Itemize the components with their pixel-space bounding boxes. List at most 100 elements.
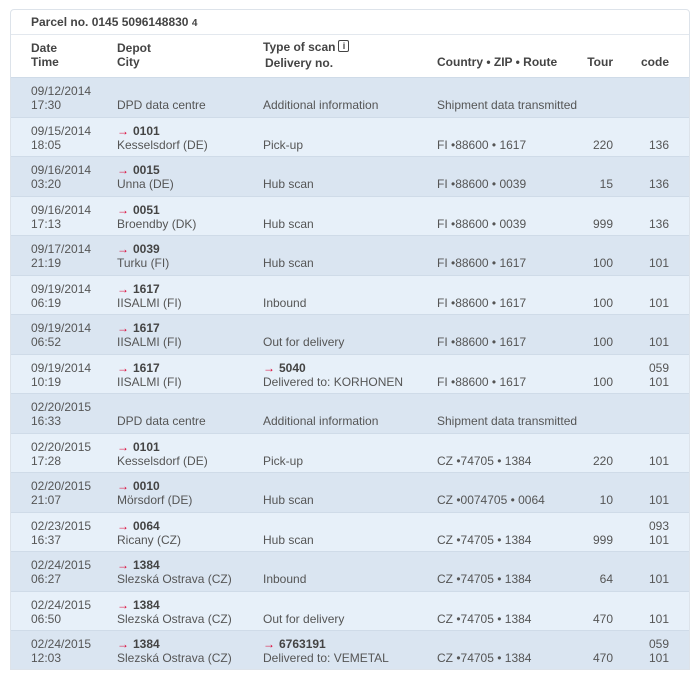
depot-city: Turku (FI)	[117, 256, 170, 270]
scan-date: 09/19/2014	[31, 281, 92, 296]
scan-time: 17:28	[31, 453, 62, 468]
scan-date: 09/12/2014	[31, 84, 92, 98]
country-zip-route: FI •88600 • 1617	[437, 137, 527, 152]
depot-city: DPD data centre	[117, 98, 206, 112]
info-icon[interactable]: i	[338, 40, 350, 52]
country-zip-route: CZ •74705 • 1384	[437, 651, 532, 665]
arrow-right-icon: →	[263, 637, 275, 651]
tour: 470	[592, 611, 613, 626]
depot-link[interactable]: 0064	[133, 518, 160, 533]
depot-link[interactable]: 1384	[133, 637, 160, 651]
code: 136	[648, 216, 669, 231]
code: 101	[648, 532, 669, 547]
table-row: 09/19/2014 06:19 → 1617 IISALMI (FI) Inbound F…	[11, 274, 689, 314]
scan-date: 09/19/2014	[31, 321, 92, 335]
scan-date: 02/20/2015	[31, 439, 92, 454]
scan-date: 02/24/2015	[31, 597, 92, 612]
parcel-tracking-table: Parcel no. 0145 5096148830 4 Date Time D…	[10, 9, 690, 670]
depot-link[interactable]: 1384	[133, 597, 160, 612]
scan-date: 09/16/2014	[31, 163, 92, 177]
depot-link[interactable]: 0101	[133, 439, 160, 454]
table-row: 02/20/2015 21:07 → 0010 Mörsdorf (DE) Hub sca…	[11, 472, 689, 512]
code: 101	[648, 256, 669, 270]
country-zip-route: FI •88600 • 1617	[437, 374, 527, 389]
code-primary: 059	[648, 637, 669, 651]
header-time: Time	[31, 55, 59, 69]
depot-link[interactable]: 0101	[133, 123, 160, 138]
code-primary: 059	[648, 360, 669, 375]
scan-date: 09/17/2014	[31, 242, 92, 256]
scan-type: Inbound	[263, 572, 307, 586]
arrow-right-icon: →	[263, 360, 275, 375]
delivery-number-link[interactable]: 5040	[279, 360, 306, 375]
parcel-label: Parcel no. 0145 5096148830	[31, 15, 189, 29]
header-depot: Depot	[117, 41, 151, 55]
table-row: 09/19/2014 06:52 → 1617 IISALMI (FI) Out for …	[11, 314, 689, 354]
table-row: 09/15/2014 18:05 → 0101 Kesselsdorf (DE) Pick…	[11, 116, 689, 156]
table-header: Date Time Depot City Type of scan i Deliv…	[11, 35, 689, 77]
table-row: 02/20/2015 17:28 → 0101 Kesselsdorf (DE) Pick…	[11, 432, 689, 472]
tour: 100	[592, 295, 613, 310]
arrow-right-icon: →	[117, 439, 129, 454]
depot-city: Slezská Ostrava (CZ)	[117, 651, 232, 665]
depot-link[interactable]: 1617	[133, 360, 160, 375]
depot-city: IISALMI (FI)	[117, 335, 182, 349]
scan-date: 02/23/2015	[31, 518, 92, 533]
code: 136	[648, 137, 669, 152]
parcel-number: Parcel no. 0145 5096148830 4	[11, 10, 689, 35]
arrow-right-icon: →	[117, 360, 129, 375]
depot-link[interactable]: 0015	[133, 163, 160, 177]
depot-link[interactable]: 1617	[133, 321, 160, 335]
scan-time: 06:50	[31, 611, 62, 626]
depot-link[interactable]: 1617	[133, 281, 160, 296]
table-row: 02/24/2015 12:03 → 1384 Slezská Ostrava (CZ)…	[11, 630, 689, 669]
tour: 999	[592, 532, 613, 547]
tour: 220	[592, 137, 613, 152]
depot-city: Ricany (CZ)	[117, 532, 182, 547]
depot-link[interactable]: 0010	[133, 479, 160, 493]
depot-link[interactable]: 1384	[133, 558, 160, 572]
arrow-right-icon: →	[117, 518, 129, 533]
country-zip-route: FI •88600 • 1617	[437, 256, 527, 270]
scan-time: 16:37	[31, 532, 62, 547]
table-body: 09/12/2014 17:30 DPD data centre Additional…	[11, 77, 689, 669]
header-delivery: Delivery no.	[265, 56, 334, 70]
scan-type: Delivered to: KORHONEN	[263, 374, 404, 389]
arrow-right-icon: →	[117, 163, 129, 177]
country-zip-route: FI •88600 • 0039	[437, 177, 527, 191]
scan-date: 02/20/2015	[31, 479, 92, 493]
scan-time: 06:19	[31, 295, 62, 310]
scan-time: 17:13	[31, 216, 62, 231]
depot-city: Kesselsdorf (DE)	[117, 137, 208, 152]
table-row: 09/19/2014 10:19 → 1617 IISALMI (FI) → 5040 Del…	[11, 353, 689, 393]
country-zip-route: CZ •0074705 • 0064	[437, 493, 545, 507]
tour: 64	[599, 572, 613, 586]
scan-type: Inbound	[263, 295, 307, 310]
scan-date: 09/16/2014	[31, 202, 92, 217]
depot-link[interactable]: 0051	[133, 202, 160, 217]
scan-time: 12:03	[31, 651, 62, 665]
scan-type: Out for delivery	[263, 611, 345, 626]
code: 101	[648, 572, 669, 586]
country-zip-route: CZ •74705 • 1384	[437, 572, 532, 586]
country-zip-route: FI •88600 • 1617	[437, 295, 527, 310]
delivery-number-link[interactable]: 6763191	[279, 637, 326, 651]
scan-type: Pick-up	[263, 453, 304, 468]
code: 136	[648, 177, 669, 191]
scan-time: 16:33	[31, 414, 62, 428]
country-zip-route: CZ •74705 • 1384	[437, 611, 532, 626]
depot-city: Mörsdorf (DE)	[117, 493, 193, 507]
arrow-right-icon: →	[117, 558, 129, 572]
depot-link[interactable]: 0039	[133, 242, 160, 256]
arrow-right-icon: →	[117, 321, 129, 335]
code: 101	[648, 374, 669, 389]
code: 101	[648, 295, 669, 310]
scan-time: 03:20	[31, 177, 62, 191]
code: 101	[648, 493, 669, 507]
header-city: City	[117, 55, 140, 69]
scan-date: 09/19/2014	[31, 360, 92, 375]
arrow-right-icon: →	[117, 479, 129, 493]
scan-time: 21:19	[31, 256, 62, 270]
code: 101	[648, 453, 669, 468]
header-scan: Type of scan	[263, 40, 336, 54]
